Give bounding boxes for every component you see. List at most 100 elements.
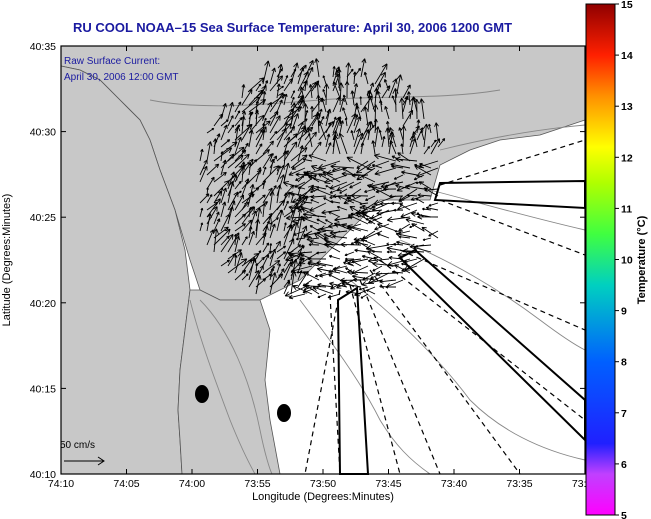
current-vector: [212, 228, 219, 253]
y-tick-label: 40:30: [30, 127, 56, 139]
current-vector: [381, 136, 386, 148]
current-vector: [255, 274, 262, 295]
y-tick-label: 40:15: [30, 383, 56, 395]
current-vector: [227, 171, 236, 190]
current-vector: [398, 223, 411, 232]
current-vector: [410, 195, 425, 201]
x-tick-label: 74:05: [113, 478, 139, 490]
beam-dashed: [329, 294, 341, 475]
current-vector: [338, 132, 348, 155]
current-vector: [409, 243, 432, 250]
current-vector: [199, 159, 208, 176]
current-vector: [241, 206, 256, 225]
current-vector: [308, 154, 327, 162]
current-vector: [241, 178, 250, 197]
current-vector: [269, 243, 273, 253]
current-vector: [377, 222, 397, 232]
current-vector: [227, 101, 234, 120]
current-vector: [349, 181, 362, 189]
current-vector: [220, 187, 224, 197]
contour-line: [149, 89, 501, 107]
current-vector: [269, 158, 275, 176]
current-vector: [416, 127, 424, 141]
current-vector: [262, 140, 274, 155]
current-vector: [255, 194, 266, 204]
current-vector: [410, 211, 432, 218]
current-vector: [269, 110, 279, 127]
current-vector: [283, 261, 293, 281]
current-vector: [291, 160, 306, 170]
current-vector: [241, 115, 246, 134]
current-vector: [241, 158, 254, 176]
current-vector: [262, 60, 271, 85]
current-vector: [220, 213, 230, 232]
current-vector: [330, 200, 341, 204]
current-vector: [220, 259, 230, 267]
current-vector: [360, 58, 367, 78]
current-vector: [399, 97, 405, 120]
current-vector: [317, 227, 334, 233]
current-vector: [241, 89, 253, 106]
current-vector: [395, 231, 418, 239]
current-vector: [353, 67, 362, 78]
colorbar-tick-label: 14: [621, 50, 633, 62]
current-vector: [351, 273, 376, 281]
current-vector: [241, 142, 249, 155]
current-vector: [400, 209, 418, 218]
current-vector: [332, 234, 348, 239]
current-vector: [213, 218, 221, 232]
current-vector: [323, 233, 334, 239]
current-vector: [323, 238, 341, 246]
current-vector: [234, 213, 247, 225]
current-vector: [269, 185, 277, 197]
current-vector: [262, 90, 267, 106]
page-title: RU COOL NOAA–15 Sea Surface Temperature:…: [72, 20, 513, 35]
current-vector: [360, 293, 369, 299]
current-vector: [329, 230, 348, 235]
current-vector: [227, 115, 234, 127]
beam-dashed: [439, 199, 586, 256]
current-vector: [297, 66, 305, 85]
x-tick-label: 73:50: [310, 478, 336, 490]
colorbar-tick-label: 6: [621, 459, 627, 471]
current-vector: [422, 123, 429, 148]
current-vector: [402, 84, 411, 99]
current-vector: [385, 285, 397, 289]
current-vector: [332, 81, 341, 99]
current-vector: [347, 214, 369, 225]
current-vector: [428, 230, 439, 237]
current-vector: [422, 207, 432, 211]
current-vector: [371, 186, 390, 197]
current-vector: [366, 289, 376, 295]
current-vector: [354, 248, 369, 253]
current-vector: [415, 198, 425, 204]
current-vector: [361, 175, 376, 183]
contour-line: [299, 299, 431, 475]
current-vector: [220, 153, 235, 169]
current-vector: [307, 260, 327, 267]
current-vector: [322, 171, 341, 183]
current-vector: [402, 109, 414, 127]
current-vector: [307, 256, 327, 262]
current-vector: [312, 285, 334, 295]
current-vector: [220, 187, 227, 204]
current-vector: [255, 265, 264, 281]
current-vector: [248, 162, 253, 176]
current-vector: [302, 211, 327, 218]
current-vector: [297, 195, 307, 211]
current-vector: [199, 148, 204, 162]
current-vector: [322, 89, 327, 99]
x-axis-label: Longitude (Degrees:Minutes): [252, 491, 394, 503]
contour-line: [199, 299, 273, 475]
current-vector: [310, 194, 327, 200]
current-vector: [314, 272, 327, 278]
current-vector: [342, 167, 355, 176]
current-vector: [220, 119, 229, 127]
current-vector: [269, 155, 277, 169]
beam-dashed: [439, 139, 586, 186]
current-vector: [269, 223, 276, 239]
overlay-line1: Raw Surface Current:: [64, 56, 160, 67]
current-vector: [332, 167, 341, 172]
current-vector: [328, 211, 341, 218]
current-vector: [332, 130, 339, 155]
